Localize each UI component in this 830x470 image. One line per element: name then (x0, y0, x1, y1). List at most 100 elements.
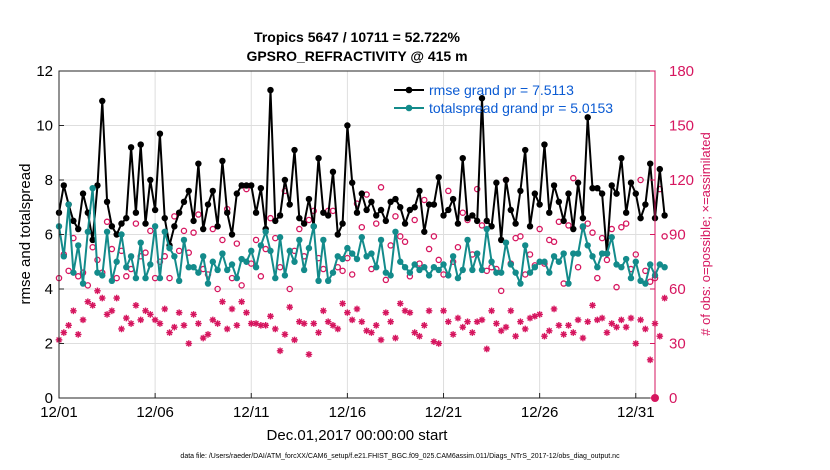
rmse-point (348, 179, 356, 186)
obs-assimilated-point (637, 316, 644, 324)
obs-assimilated-point (180, 322, 188, 329)
rmse-point (142, 220, 149, 227)
rmse-point (493, 179, 500, 186)
totalspread-point (118, 231, 125, 238)
totalspread-point (406, 269, 414, 276)
rmse-point (60, 182, 68, 189)
totalspread-point (469, 266, 476, 274)
obs-assimilated-point (613, 323, 620, 331)
rmse-point (613, 190, 620, 197)
obs-possible-point (348, 271, 356, 278)
y-right-tick-label: 60 (669, 281, 686, 298)
rmse-point (257, 184, 265, 192)
totalspread-point (483, 225, 490, 233)
rmse-point (579, 214, 587, 222)
totalspread-point (546, 269, 553, 276)
obs-assimilated-point (411, 329, 418, 336)
obs-assimilated-point (108, 307, 116, 315)
rmse-point (488, 223, 495, 230)
rmse-point (353, 209, 361, 216)
rmse-point (632, 190, 639, 197)
totalspread-point (401, 264, 409, 271)
rmse-point (243, 182, 250, 189)
totalspread-point (108, 277, 116, 285)
obs-possible-point (473, 185, 481, 193)
obs-assimilated-point (320, 307, 327, 315)
totalspread-point (358, 234, 366, 241)
rmse-point (175, 209, 183, 216)
obs-assimilated-point (594, 316, 601, 324)
obs-possible-point (238, 282, 245, 289)
legend-spread-marker (405, 104, 413, 112)
obs-possible-point (257, 273, 265, 280)
totalspread-point (291, 258, 298, 265)
totalspread-point (377, 236, 385, 244)
totalspread-point (243, 258, 250, 265)
obs-assimilated-point (98, 294, 106, 302)
rmse-point (252, 209, 260, 216)
totalspread-point (219, 250, 226, 257)
series-lines (55, 86, 668, 287)
rmse-point (536, 201, 543, 208)
totalspread-point (608, 234, 615, 241)
totalspread-point (257, 242, 265, 249)
totalspread-point (276, 234, 284, 241)
obs-assimilated-point (310, 320, 318, 327)
rmse-point (406, 206, 414, 214)
y-left-tick-label: 8 (45, 172, 53, 189)
obs-possible-point (632, 251, 640, 258)
rmse-point (507, 206, 515, 214)
obs-assimilated-point (175, 309, 183, 316)
totalspread-point (214, 266, 221, 274)
obs-assimilated-point (454, 314, 462, 322)
obs-possible-point (209, 225, 217, 233)
rmse-point (526, 223, 534, 230)
rmse-point (565, 190, 572, 197)
totalspread-point (637, 277, 644, 285)
totalspread-point (262, 228, 269, 235)
rmse-point (224, 209, 231, 216)
obs-possible-point (594, 274, 601, 282)
obs-assimilated-point (469, 329, 476, 336)
obs-possible-point (382, 276, 390, 284)
totalspread-point (60, 253, 68, 260)
totalspread-point (248, 247, 255, 255)
totalspread-point (574, 250, 582, 257)
totalspread-point (570, 250, 577, 257)
rmse-point (204, 201, 212, 208)
obs-assimilated-point (440, 307, 447, 315)
rmse-point (344, 122, 351, 129)
totalspread-point (123, 264, 130, 271)
obs-possible-point (454, 243, 462, 251)
obs-assimilated-point (435, 340, 443, 347)
rmse-point (147, 176, 154, 184)
rmse-point (483, 217, 490, 225)
totalspread-point (531, 264, 539, 271)
right-axis-zero-marker (651, 394, 659, 402)
rmse-point (589, 184, 596, 192)
obs-assimilated-point (396, 300, 404, 307)
rmse-point (661, 212, 668, 219)
totalspread-point (195, 269, 202, 276)
obs-assimilated-point (661, 294, 668, 302)
rmse-point (329, 168, 337, 176)
totalspread-point (65, 201, 72, 208)
obs-possible-point (550, 238, 558, 246)
totalspread-point (522, 242, 529, 249)
rmse-point (435, 174, 442, 181)
totalspread-point (329, 269, 337, 276)
rmse-point (199, 225, 207, 233)
obs-possible-point (622, 220, 630, 227)
obs-assimilated-point (358, 318, 366, 325)
obs-possible-point (286, 285, 293, 293)
y-right-tick-label: 180 (669, 63, 694, 80)
obs-assimilated-point (305, 351, 313, 358)
obs-assimilated-point (646, 356, 654, 364)
rmse-point (560, 217, 567, 225)
rmse-point (238, 182, 245, 189)
obs-assimilated-point (190, 311, 197, 318)
rmse-point (584, 114, 591, 121)
obs-assimilated-point (65, 322, 72, 329)
totalspread-point (589, 253, 596, 260)
